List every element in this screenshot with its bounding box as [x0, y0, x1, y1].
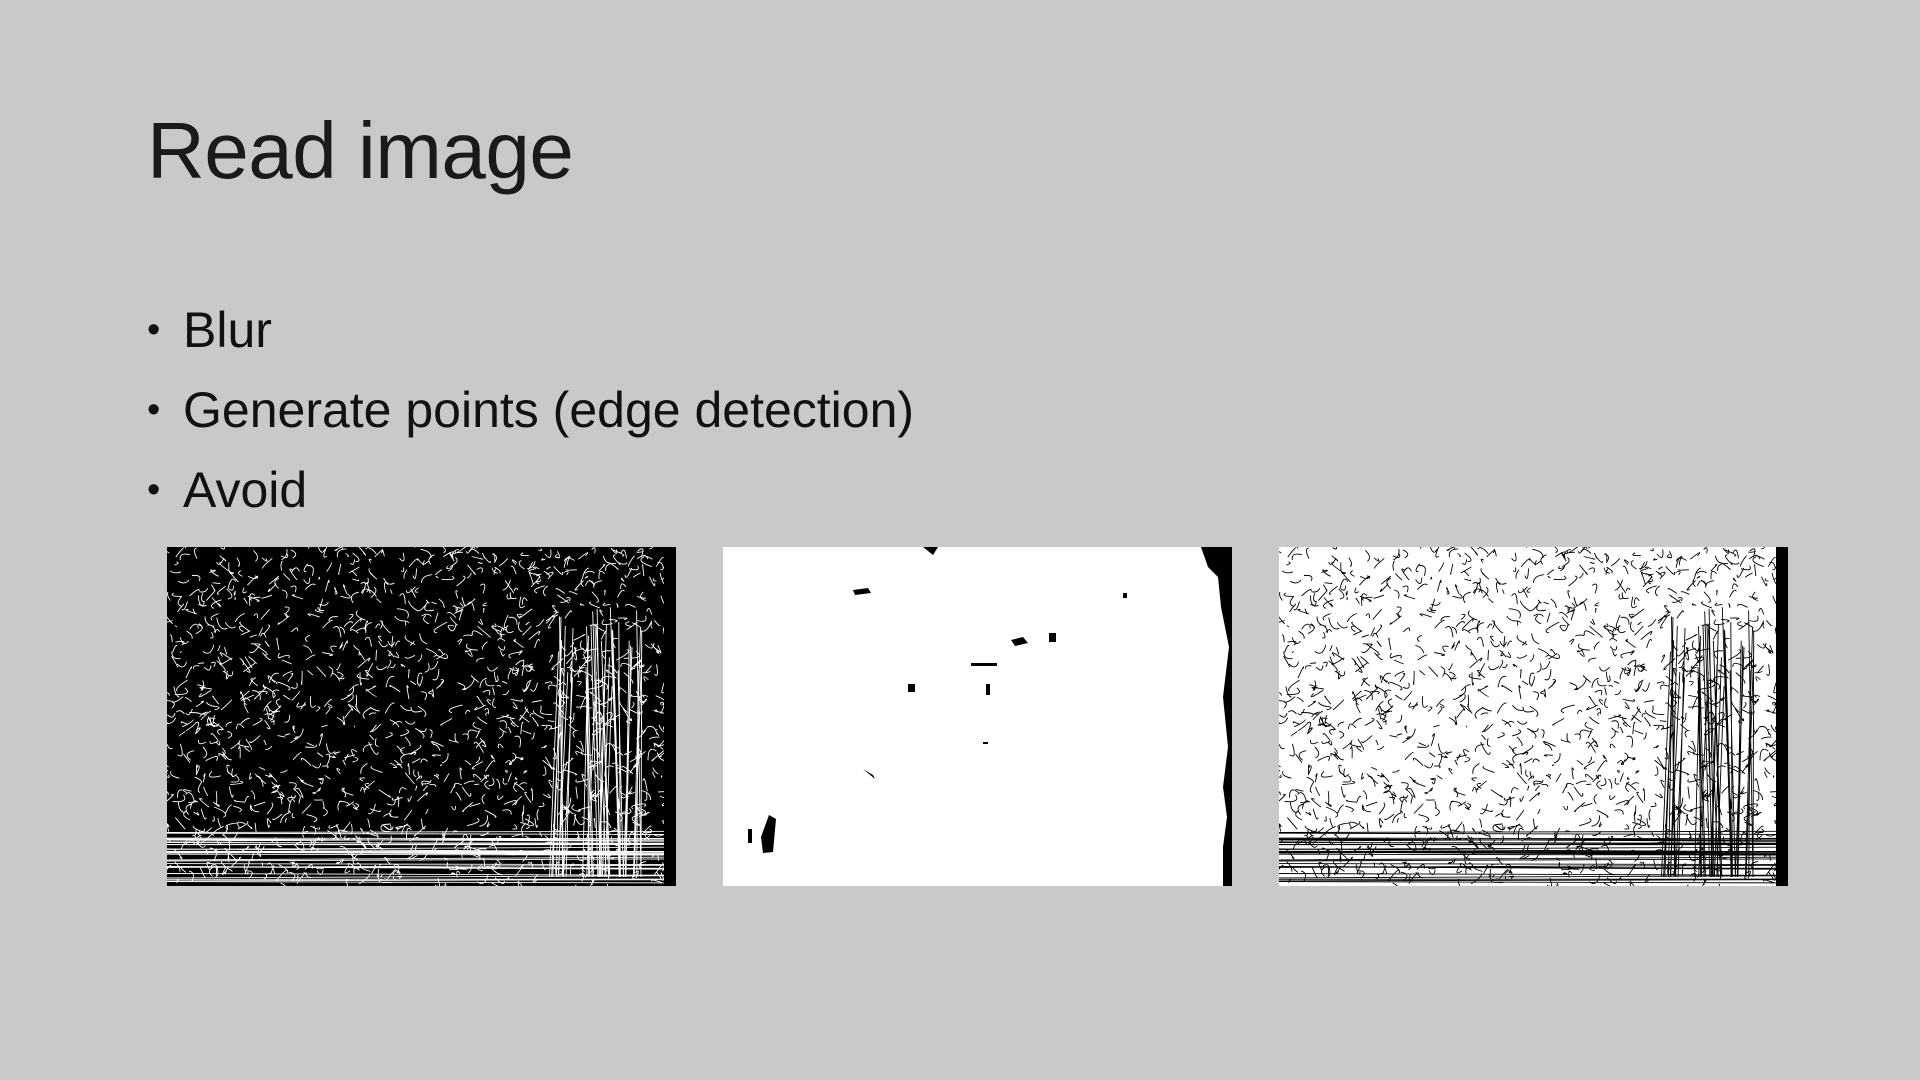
bullet-list: • Blur • Generate points (edge detection… — [147, 290, 914, 530]
bullet-item-avoid: • Avoid — [147, 450, 914, 530]
edge-image-inverted — [1279, 547, 1788, 886]
edge-lines-white-on-black — [167, 547, 676, 886]
bullet-text: Blur — [183, 302, 272, 358]
bullet-icon: • — [147, 468, 161, 511]
avoid-mask-image — [723, 547, 1232, 886]
bullet-icon: • — [147, 388, 161, 431]
edge-lines-black-on-white — [1279, 547, 1788, 886]
mask-spots — [723, 547, 1232, 886]
bullet-item-generate-points: • Generate points (edge detection) — [147, 370, 914, 450]
edge-image-dark — [167, 547, 676, 886]
bullet-text: Generate points (edge detection) — [183, 382, 915, 438]
slide-title: Read image — [147, 106, 574, 195]
bullet-item-blur: • Blur — [147, 290, 914, 370]
bullet-text: Avoid — [183, 462, 308, 518]
bullet-icon: • — [147, 308, 161, 351]
